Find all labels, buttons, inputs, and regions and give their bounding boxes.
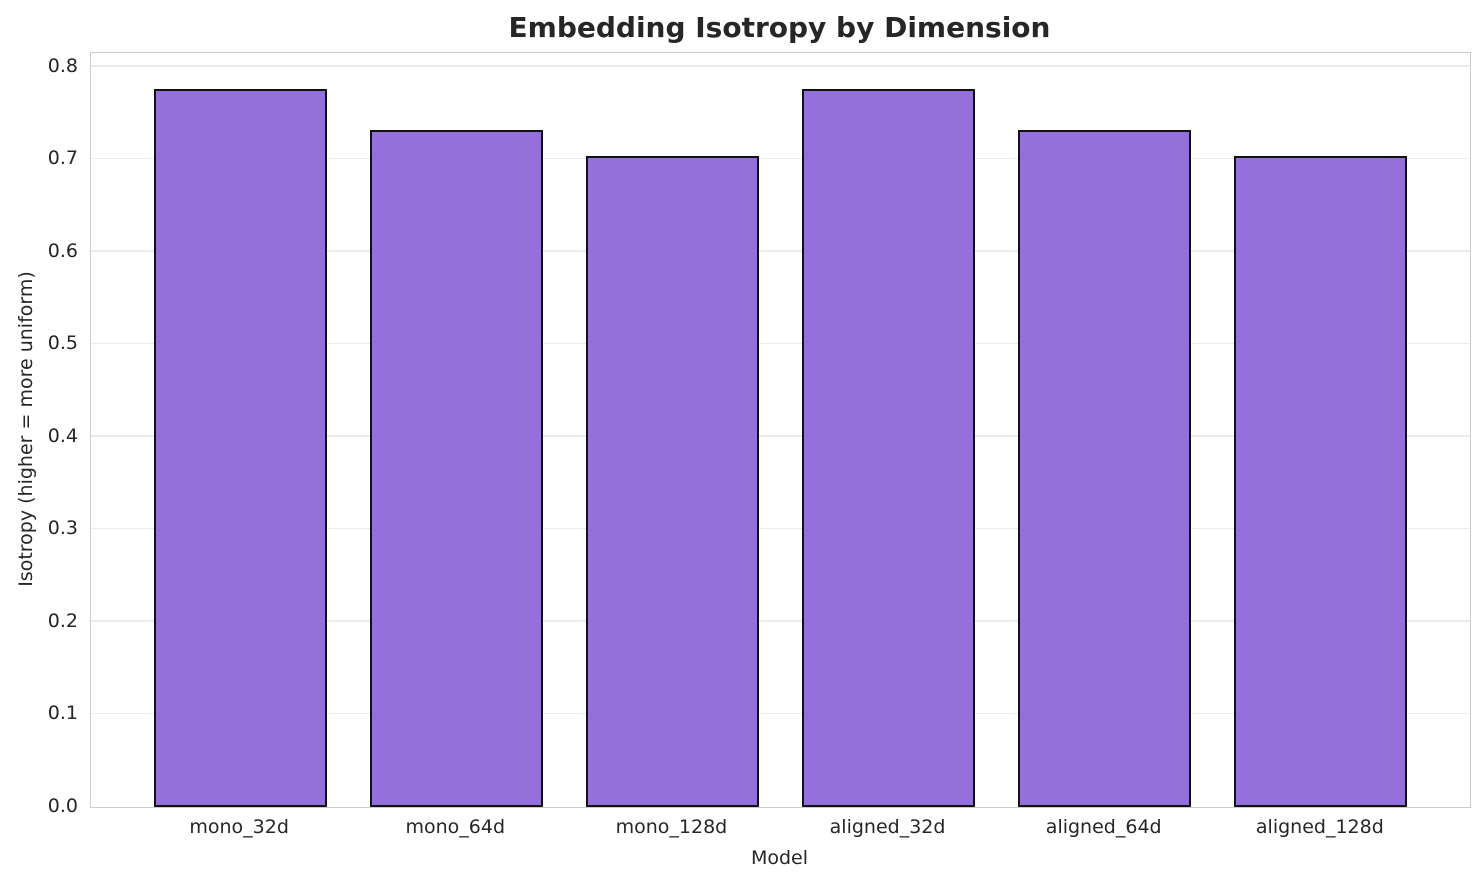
- bar-aligned_32d: [802, 88, 976, 807]
- gridline: [91, 435, 1470, 437]
- gridline: [91, 157, 1470, 160]
- plot-area: [90, 52, 1471, 808]
- bar-aligned_64d: [1018, 129, 1192, 807]
- x-tick-label-aligned_64d: aligned_64d: [1045, 816, 1162, 838]
- x-tick-label-mono_128d: mono_128d: [615, 816, 728, 838]
- y-tick-label: 0.8: [47, 54, 78, 77]
- y-tick-label: 0.3: [47, 517, 78, 540]
- x-tick-label-mono_64d: mono_64d: [405, 816, 506, 838]
- x-tick-label-mono_32d: mono_32d: [189, 816, 289, 838]
- bar-mono_32d: [153, 88, 327, 807]
- y-tick-label: 0.0: [47, 795, 78, 817]
- x-tick-label-aligned_128d: aligned_128d: [1255, 816, 1384, 838]
- y-axis-label: Isotropy (higher = more uniform): [15, 271, 37, 587]
- bar-aligned_128d: [1234, 156, 1408, 807]
- gridline: [91, 712, 1470, 715]
- gridline: [91, 342, 1470, 345]
- bar-mono_64d: [369, 129, 543, 807]
- y-tick-label: 0.2: [47, 609, 78, 632]
- y-tick-label: 0.6: [47, 239, 78, 262]
- x-axis-label: Model: [750, 847, 809, 869]
- gridline: [91, 250, 1470, 252]
- gridline: [91, 527, 1470, 530]
- chart-title: Embedding Isotropy by Dimension: [508, 11, 1051, 44]
- y-tick-label: 0.4: [47, 424, 78, 447]
- y-tick-label: 0.7: [47, 147, 78, 170]
- x-tick-label-aligned_32d: aligned_32d: [829, 816, 946, 838]
- y-tick-label: 0.5: [47, 332, 78, 355]
- gridline: [91, 65, 1470, 67]
- bar-mono_128d: [585, 156, 759, 807]
- y-tick-label: 0.1: [47, 702, 78, 725]
- gridline: [91, 620, 1470, 622]
